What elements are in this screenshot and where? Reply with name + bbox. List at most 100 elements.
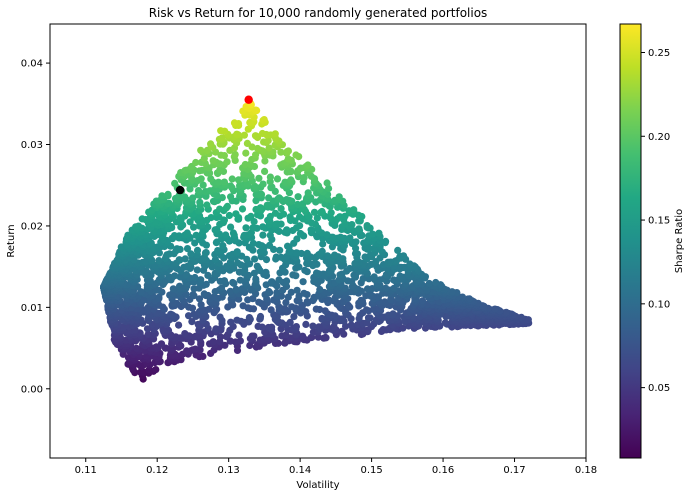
- scatter-point: [229, 278, 237, 287]
- colorbar-tick-label: 0.05: [648, 383, 670, 394]
- scatter-point: [254, 144, 262, 153]
- scatter-point: [359, 275, 367, 283]
- scatter-point: [338, 327, 346, 335]
- scatter-point: [307, 226, 315, 234]
- scatter-point: [273, 220, 281, 228]
- scatter-point: [300, 289, 308, 297]
- scatter-point: [282, 299, 290, 307]
- scatter-point: [175, 321, 183, 329]
- scatter-point: [302, 320, 310, 328]
- y-tick-label: 0.02: [21, 221, 43, 232]
- scatter-point: [289, 271, 297, 279]
- scatter-point: [292, 323, 300, 331]
- max-sharpe-point: [244, 95, 253, 104]
- min-volatility-point: [175, 185, 185, 195]
- scatter-point: [228, 175, 236, 183]
- scatter-point: [218, 134, 226, 142]
- scatter-point: [271, 130, 279, 138]
- x-tick-label: 0.18: [575, 465, 597, 476]
- scatter-point: [140, 368, 148, 376]
- scatter-point: [143, 325, 152, 333]
- scatter-point: [265, 287, 273, 296]
- scatter-point: [195, 295, 204, 303]
- y-axis-label: Return: [6, 224, 17, 257]
- scatter-point: [348, 221, 356, 229]
- scatter-point: [382, 284, 390, 292]
- y-tick-label: 0.00: [21, 384, 43, 395]
- scatter-point: [369, 230, 377, 238]
- scatter-point: [165, 199, 173, 207]
- scatter-point: [316, 285, 324, 294]
- scatter-point: [255, 298, 263, 306]
- scatter-point: [284, 155, 292, 163]
- scatter-point: [207, 140, 215, 148]
- scatter-point: [323, 179, 331, 187]
- y-tick-label: 0.03: [21, 140, 43, 151]
- scatter-point: [327, 209, 335, 217]
- highlighted-points: [175, 95, 253, 195]
- x-tick-label: 0.16: [432, 465, 454, 476]
- scatter-point: [296, 229, 304, 238]
- scatter-point: [347, 321, 355, 329]
- scatter-point: [249, 239, 257, 247]
- scatter-point: [323, 252, 332, 260]
- colorbar-tick-label: 0.20: [648, 132, 670, 143]
- scatter-point: [517, 313, 526, 321]
- scatter-point: [209, 157, 217, 165]
- scatter-point: [331, 251, 339, 259]
- scatter-point: [389, 310, 397, 318]
- scatter-point: [189, 291, 197, 299]
- scatter-point: [227, 318, 235, 326]
- scatter-point: [396, 272, 404, 280]
- scatter-point: [364, 314, 373, 322]
- scatter-point: [335, 193, 343, 201]
- colorbar-tick-label: 0.15: [648, 216, 670, 227]
- scatter-point: [187, 250, 195, 258]
- scatter-point: [303, 249, 311, 257]
- scatter-point: [352, 238, 360, 246]
- scatter-point: [425, 279, 433, 288]
- scatter-point: [192, 158, 200, 167]
- scatter-point: [268, 278, 276, 286]
- scatter-point: [182, 271, 191, 279]
- scatter-point: [152, 366, 160, 374]
- scatter-point: [390, 276, 398, 284]
- scatter-point: [337, 233, 345, 241]
- y-axis: 0.00 0.01 0.02 0.03 0.04: [21, 59, 50, 395]
- scatter-point: [191, 345, 199, 353]
- scatter-point: [283, 277, 291, 285]
- scatter-point: [242, 149, 250, 157]
- scatter-point: [171, 272, 179, 280]
- scatter-point: [197, 301, 205, 309]
- scatter-points: [100, 99, 533, 383]
- scatter-point: [171, 179, 179, 187]
- scatter-point: [183, 245, 192, 253]
- scatter-point: [216, 166, 224, 174]
- scatter-point: [219, 242, 227, 250]
- scatter-point: [205, 305, 213, 313]
- scatter-point: [253, 262, 261, 270]
- x-tick-label: 0.17: [503, 465, 525, 476]
- scatter-point: [299, 278, 307, 286]
- scatter-point: [227, 193, 235, 201]
- scatter-point: [262, 256, 271, 264]
- scatter-point: [193, 246, 202, 254]
- scatter-point: [234, 259, 242, 267]
- scatter-point: [312, 269, 321, 277]
- scatter-point: [230, 119, 239, 127]
- plot-area-frame: [49, 23, 587, 459]
- scatter-point: [232, 210, 240, 218]
- scatter-point: [124, 231, 132, 239]
- scatter-point: [399, 324, 407, 332]
- scatter-point: [284, 147, 292, 155]
- scatter-point: [275, 194, 283, 202]
- scatter-point: [252, 275, 260, 283]
- scatter-point: [313, 214, 321, 222]
- scatter-point: [120, 323, 128, 331]
- scatter-point: [142, 257, 150, 265]
- scatter-point: [233, 130, 241, 138]
- scatter-point: [192, 351, 200, 359]
- scatter-point: [229, 229, 237, 237]
- scatter-point: [196, 198, 204, 206]
